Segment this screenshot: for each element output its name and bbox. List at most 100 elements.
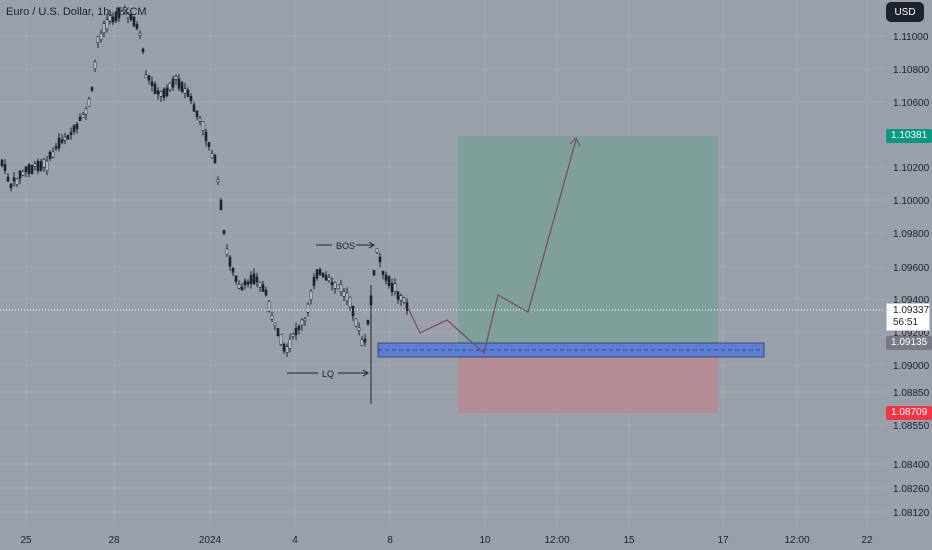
price-tick-label: 1.10000 — [893, 196, 930, 207]
candle-body — [399, 295, 403, 301]
candle-body — [135, 24, 139, 29]
price-tick-label: 1.08260 — [893, 484, 930, 495]
candle-body — [210, 153, 214, 159]
candle-body — [300, 319, 304, 326]
candle-body — [0, 159, 4, 167]
candle-body — [78, 117, 82, 121]
candle-body — [405, 302, 409, 311]
candle-body — [228, 256, 232, 267]
candle-body — [132, 16, 136, 27]
candle-body — [333, 281, 337, 289]
candle-body — [342, 291, 346, 297]
price-tick-label: 1.09600 — [893, 263, 930, 274]
price-tick-label: 1.08850 — [893, 388, 930, 399]
candle-body — [183, 88, 187, 94]
candle-body — [180, 82, 184, 92]
candlestick-series — [0, 5, 409, 357]
candle-body — [129, 14, 133, 20]
candle-body — [153, 83, 157, 94]
candle-body — [219, 199, 223, 211]
candle-body — [60, 139, 64, 143]
candle-body — [402, 297, 406, 303]
price-tick-label: 1.09400 — [893, 295, 930, 306]
candle-body — [261, 284, 265, 292]
time-tick-label: 28 — [108, 535, 120, 546]
candle-body — [105, 19, 109, 30]
candle-body — [381, 270, 385, 275]
time-tick-label: 8 — [387, 535, 393, 546]
candle-body — [225, 248, 229, 255]
candle-body — [165, 87, 169, 96]
candle-body — [234, 275, 238, 283]
candle-body — [243, 280, 247, 286]
candle-body — [231, 268, 235, 273]
candle-body — [252, 273, 256, 284]
candle-body — [24, 166, 28, 172]
candle-body — [345, 292, 349, 302]
candle-body — [42, 159, 46, 168]
chart-grid — [0, 0, 885, 530]
candle-body — [264, 289, 268, 296]
candle-body — [81, 114, 85, 118]
candle-body — [171, 78, 175, 88]
candle-body — [321, 272, 325, 277]
candle-body — [330, 282, 334, 286]
candle-body — [141, 48, 145, 53]
currency-button[interactable]: USD — [886, 2, 924, 22]
symbol-title[interactable]: Euro / U.S. Dollar, 1h, FXCM — [6, 6, 147, 18]
candle-body — [384, 274, 388, 281]
candle-body — [336, 284, 340, 290]
candle-body — [306, 303, 310, 313]
candle-body — [318, 269, 322, 275]
candle-body — [237, 284, 241, 289]
candle-body — [339, 284, 343, 293]
price-tick-label: 1.08550 — [893, 421, 930, 432]
price-tick-label: 1.11000 — [893, 32, 929, 43]
candle-body — [138, 32, 142, 36]
time-tick-label: 12:00 — [544, 535, 569, 546]
candle-body — [117, 7, 121, 19]
candle-body — [99, 33, 103, 41]
time-tick-label: 17 — [717, 535, 729, 546]
time-tick-label: 15 — [623, 535, 635, 546]
candle-body — [111, 16, 115, 23]
candle-body — [189, 95, 193, 101]
candle-body — [108, 15, 112, 22]
projection-path[interactable] — [407, 139, 577, 355]
candle-body — [33, 163, 37, 167]
candle-body — [216, 179, 220, 183]
candle-countdown: 56:51 — [893, 317, 919, 328]
candle-body — [156, 90, 160, 95]
candle-body — [21, 171, 25, 176]
candle-body — [90, 87, 94, 91]
price-tick-label: 1.09000 — [893, 361, 930, 372]
entry-price-badge: 1.09135 — [886, 336, 932, 350]
candle-body — [309, 290, 313, 300]
time-axis[interactable]: 25 28 2024 4 8 10 12:00 15 17 12:00 22 — [20, 535, 873, 546]
candle-body — [282, 343, 286, 352]
price-tick-label: 1.09800 — [893, 229, 930, 240]
candle-body — [303, 318, 307, 322]
lq-label: LQ — [322, 369, 334, 379]
candle-body — [294, 327, 298, 336]
candle-body — [276, 328, 280, 336]
price-axis[interactable]: 1.11000 1.10800 1.10600 1.10200 1.10000 1.098… — [893, 32, 930, 519]
time-tick-label: 2024 — [199, 535, 222, 546]
candle-body — [54, 146, 58, 149]
target-zone[interactable] — [458, 136, 718, 343]
time-tick-label: 25 — [20, 535, 32, 546]
candle-body — [75, 123, 79, 130]
candle-body — [270, 315, 274, 320]
candle-body — [3, 164, 7, 171]
candle-body — [378, 256, 382, 263]
candle-body — [222, 230, 226, 234]
candle-body — [168, 82, 172, 90]
candle-body — [396, 291, 400, 300]
stop-price-badge: 1.08709 — [886, 406, 932, 420]
candle-body — [18, 170, 22, 179]
candle-body — [279, 334, 283, 345]
candle-body — [150, 81, 154, 86]
candle-body — [360, 339, 364, 346]
candle-body — [84, 108, 88, 115]
